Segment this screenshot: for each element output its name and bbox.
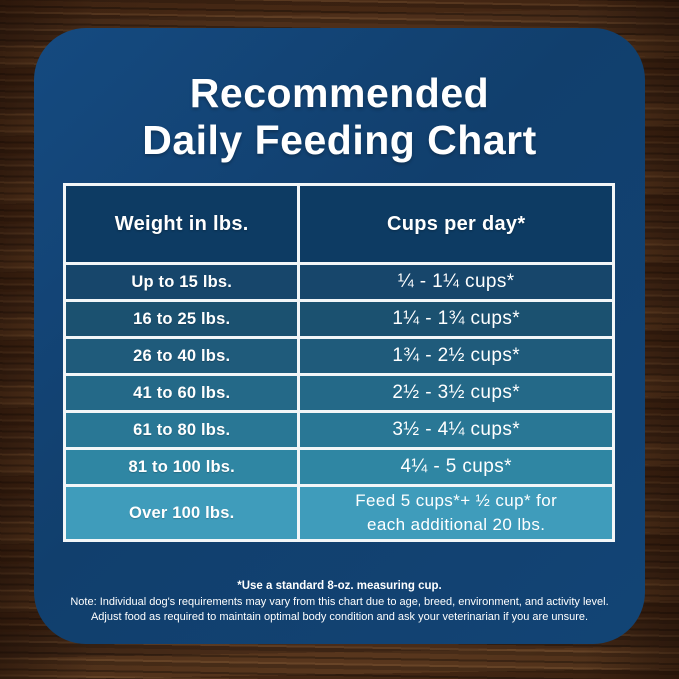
table-row: 61 to 80 lbs. 3½ - 4¼ cups* [62, 410, 615, 450]
weight-cell: Up to 15 lbs. [62, 262, 301, 302]
table-row: Over 100 lbs. Feed 5 cups*+ ½ cup* for ea… [62, 484, 615, 542]
footnote-note-line-2: Adjust food as required to maintain opti… [90, 611, 589, 623]
footnotes: *Use a standard 8-oz. measuring cup. Not… [34, 579, 645, 626]
cups-cell: 3½ - 4¼ cups* [297, 410, 615, 450]
feeding-table-header: Weight in lbs. Cups per day* [62, 183, 615, 265]
weight-cell: 81 to 100 lbs. [62, 447, 301, 487]
feeding-table-body: Up to 15 lbs. ¼ - 1¼ cups* 16 to 25 lbs. 1¼… [62, 262, 615, 542]
weight-cell: 26 to 40 lbs. [62, 336, 301, 376]
cups-cell: 1¾ - 2½ cups* [297, 336, 615, 376]
weight-column-header: Weight in lbs. [62, 183, 301, 265]
cups-cell: 4¼ - 5 cups* [297, 447, 615, 487]
header-row: Weight in lbs. Cups per day* [62, 183, 615, 265]
weight-cell: 61 to 80 lbs. [62, 410, 301, 450]
cups-cell: Feed 5 cups*+ ½ cup* for each additional… [297, 484, 615, 542]
footnote-measuring-cup: *Use a standard 8-oz. measuring cup. [237, 580, 442, 592]
table-row: Up to 15 lbs. ¼ - 1¼ cups* [62, 262, 615, 302]
table-row: 26 to 40 lbs. 1¾ - 2½ cups* [62, 336, 615, 376]
weight-cell: 41 to 60 lbs. [62, 373, 301, 413]
feeding-chart-card: Recommended Daily Feeding Chart Weight i… [34, 28, 645, 644]
title-line-1: Recommended [189, 70, 490, 116]
cups-cell: 2½ - 3½ cups* [297, 373, 615, 413]
page-title: Recommended Daily Feeding Chart [34, 70, 645, 164]
cups-column-header: Cups per day* [297, 183, 615, 265]
feeding-table: Weight in lbs. Cups per day* Up to 15 lb… [62, 183, 615, 542]
table-row: 41 to 60 lbs. 2½ - 3½ cups* [62, 373, 615, 413]
footnote-note-line-1: Note: Individual dog's requirements may … [70, 595, 609, 608]
table-row: 16 to 25 lbs. 1¼ - 1¾ cups* [62, 299, 615, 339]
weight-cell: Over 100 lbs. [62, 484, 301, 542]
title-line-2: Daily Feeding Chart [142, 117, 537, 163]
cups-cell: 1¼ - 1¾ cups* [297, 299, 615, 339]
cups-cell: ¼ - 1¼ cups* [297, 262, 615, 302]
table-row: 81 to 100 lbs. 4¼ - 5 cups* [62, 447, 615, 487]
weight-cell: 16 to 25 lbs. [62, 299, 301, 339]
